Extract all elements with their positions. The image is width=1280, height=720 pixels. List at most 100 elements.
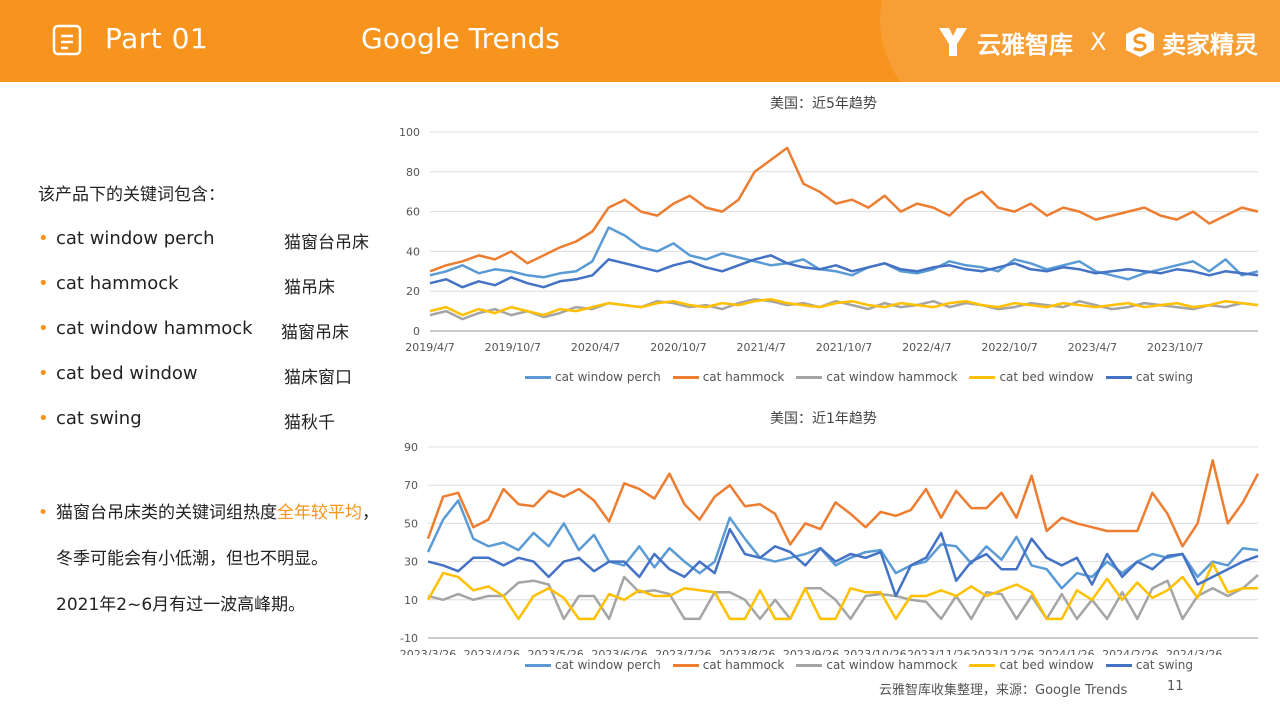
x-tick-label: 2020/10/7	[650, 341, 706, 354]
bullet-icon: •	[38, 408, 49, 429]
legend-swatch	[796, 375, 823, 379]
legend-swatch	[969, 375, 996, 379]
series-line-cat-swing	[427, 527, 1259, 598]
x-tick-label: 2019/10/7	[485, 341, 541, 354]
brand-yunya-label: 云雅智库	[977, 30, 1073, 59]
legend-label: cat swing	[1135, 370, 1193, 384]
page-number: 11	[1167, 679, 1184, 694]
legend-label: cat bed window	[999, 658, 1094, 672]
keyword-item: • cat bed window 猫床窗口	[38, 363, 388, 389]
bullet-icon: •	[38, 503, 49, 523]
x-tick-label: 2023/4/26	[464, 648, 520, 655]
note-highlight: 全年较平均	[277, 503, 362, 523]
brand-maijia: 卖家精灵	[1124, 26, 1258, 59]
legend-swatch	[525, 663, 551, 667]
legend-item: cat window perch	[525, 658, 661, 672]
chart1-legend: cat window perch cat hammock cat window ha…	[525, 370, 1205, 384]
keyword-cn: 猫秋千	[284, 413, 335, 433]
legend-item: cat swing	[1105, 658, 1193, 672]
x-tick-label: 2023/11/26	[907, 648, 970, 655]
x-tick-label: 2023/12/26	[971, 648, 1034, 655]
keyword-en: cat swing	[56, 408, 142, 429]
x-tick-label: 2024/2/26	[1102, 648, 1158, 655]
series-line-cat-hammock	[429, 146, 1259, 273]
keyword-en: cat hammock	[56, 273, 179, 294]
legend-label: cat hammock	[702, 658, 785, 672]
bullet-icon: •	[38, 318, 49, 339]
legend-label: cat window perch	[555, 658, 661, 672]
x-tick-label: 2024/1/26	[1038, 648, 1094, 655]
page-title: Google Trends	[361, 22, 560, 55]
chart2-title: 美国：近1年趋势	[770, 411, 877, 427]
y-tick-label: 90	[404, 441, 418, 454]
x-tick-label: 2023/4/7	[1068, 341, 1117, 354]
keyword-en: cat window perch	[56, 228, 215, 249]
legend-label: cat hammock	[702, 370, 785, 384]
yunya-logo-icon	[939, 28, 967, 56]
y-tick-label: 0	[413, 325, 420, 338]
note-part2: ，冬季可能会有小低潮，但也不明显。	[56, 503, 379, 569]
legend-item: cat window hammock	[796, 370, 957, 384]
y-tick-label: 60	[406, 206, 420, 219]
legend-swatch	[969, 663, 996, 667]
legend-swatch	[672, 663, 699, 667]
y-tick-label: 30	[404, 556, 418, 569]
legend-swatch	[672, 375, 699, 379]
bullet-icon: •	[38, 228, 49, 249]
brand-yunya: 云雅智库	[935, 26, 1073, 59]
x-tick-label: 2023/9/26	[783, 648, 839, 655]
x-tick-label: 2023/10/26	[843, 648, 906, 655]
keyword-item: • cat window hammock 猫窗吊床	[38, 318, 388, 344]
x-tick-label: 2024/3/26	[1166, 648, 1222, 655]
legend-label: cat window perch	[555, 370, 661, 384]
legend-label: cat window hammock	[826, 658, 958, 672]
x-tick-label: 2023/8/26	[719, 648, 775, 655]
legend-swatch	[1105, 663, 1132, 667]
note-part3: 2021年2~6月有过一波高峰期。	[56, 595, 306, 615]
keyword-en: cat bed window	[56, 363, 198, 384]
legend-label: cat bed window	[999, 370, 1094, 384]
keywords-intro: 该产品下的关键词包含：	[38, 185, 225, 205]
legend-swatch	[1105, 375, 1132, 379]
x-tick-label: 2023/3/26	[400, 648, 456, 655]
series-line-cat-swing	[429, 254, 1259, 289]
x-tick-label: 2022/10/7	[981, 341, 1037, 354]
keyword-en: cat window hammock	[56, 318, 253, 339]
keyword-item: • cat swing 猫秋千	[38, 408, 388, 434]
legend-label: cat window hammock	[826, 370, 958, 384]
y-tick-label: 70	[404, 479, 418, 492]
keyword-cn: 猫窗吊床	[281, 323, 349, 343]
chart1-title: 美国：近5年趋势	[770, 96, 877, 112]
legend-item: cat hammock	[672, 370, 785, 384]
maijia-logo-icon	[1126, 27, 1154, 57]
x-tick-label: 2021/10/7	[816, 341, 872, 354]
legend-swatch	[796, 663, 823, 667]
series-line-cat-window-perch	[426, 499, 1259, 590]
legend-swatch	[525, 375, 551, 379]
legend-item: cat swing	[1105, 370, 1193, 384]
y-tick-label: 50	[404, 517, 418, 530]
x-tick-label: 2019/4/7	[405, 341, 454, 354]
y-tick-label: -10	[400, 632, 418, 645]
keyword-cn: 猫床窗口	[284, 368, 352, 388]
document-icon	[52, 24, 82, 56]
brand-maijia-label: 卖家精灵	[1162, 30, 1258, 59]
keyword-cn: 猫窗台吊床	[284, 233, 369, 253]
legend-item: cat window perch	[525, 370, 661, 384]
y-tick-label: 10	[404, 594, 418, 607]
x-tick-label: 2023/5/26	[527, 648, 583, 655]
header-decoration	[880, 0, 1280, 82]
y-tick-label: 40	[406, 245, 420, 258]
x-tick-label: 2023/6/26	[591, 648, 647, 655]
legend-label: cat swing	[1135, 658, 1193, 672]
trend-note: • 猫窗台吊床类的关键词组热度全年较平均，冬季可能会有小低潮，但也不明显。 20…	[38, 490, 388, 628]
x-tick-label: 2023/7/26	[655, 648, 711, 655]
chart2-plot: -10 10 30 50 70 90 2023/3/26 2023/4/26 2023/5/26…	[400, 441, 1260, 655]
legend-item: cat hammock	[672, 658, 785, 672]
x-tick-label: 2021/4/7	[736, 341, 785, 354]
y-tick-label: 100	[399, 126, 420, 139]
chart1-plot: 0 20 40 60 80 100 2019/4/7 2019/10/7 2020/4/7 202…	[399, 126, 1259, 354]
legend-item: cat window hammock	[796, 658, 957, 672]
keyword-cn: 猫吊床	[284, 278, 335, 298]
x-tick-label: 2020/4/7	[571, 341, 620, 354]
